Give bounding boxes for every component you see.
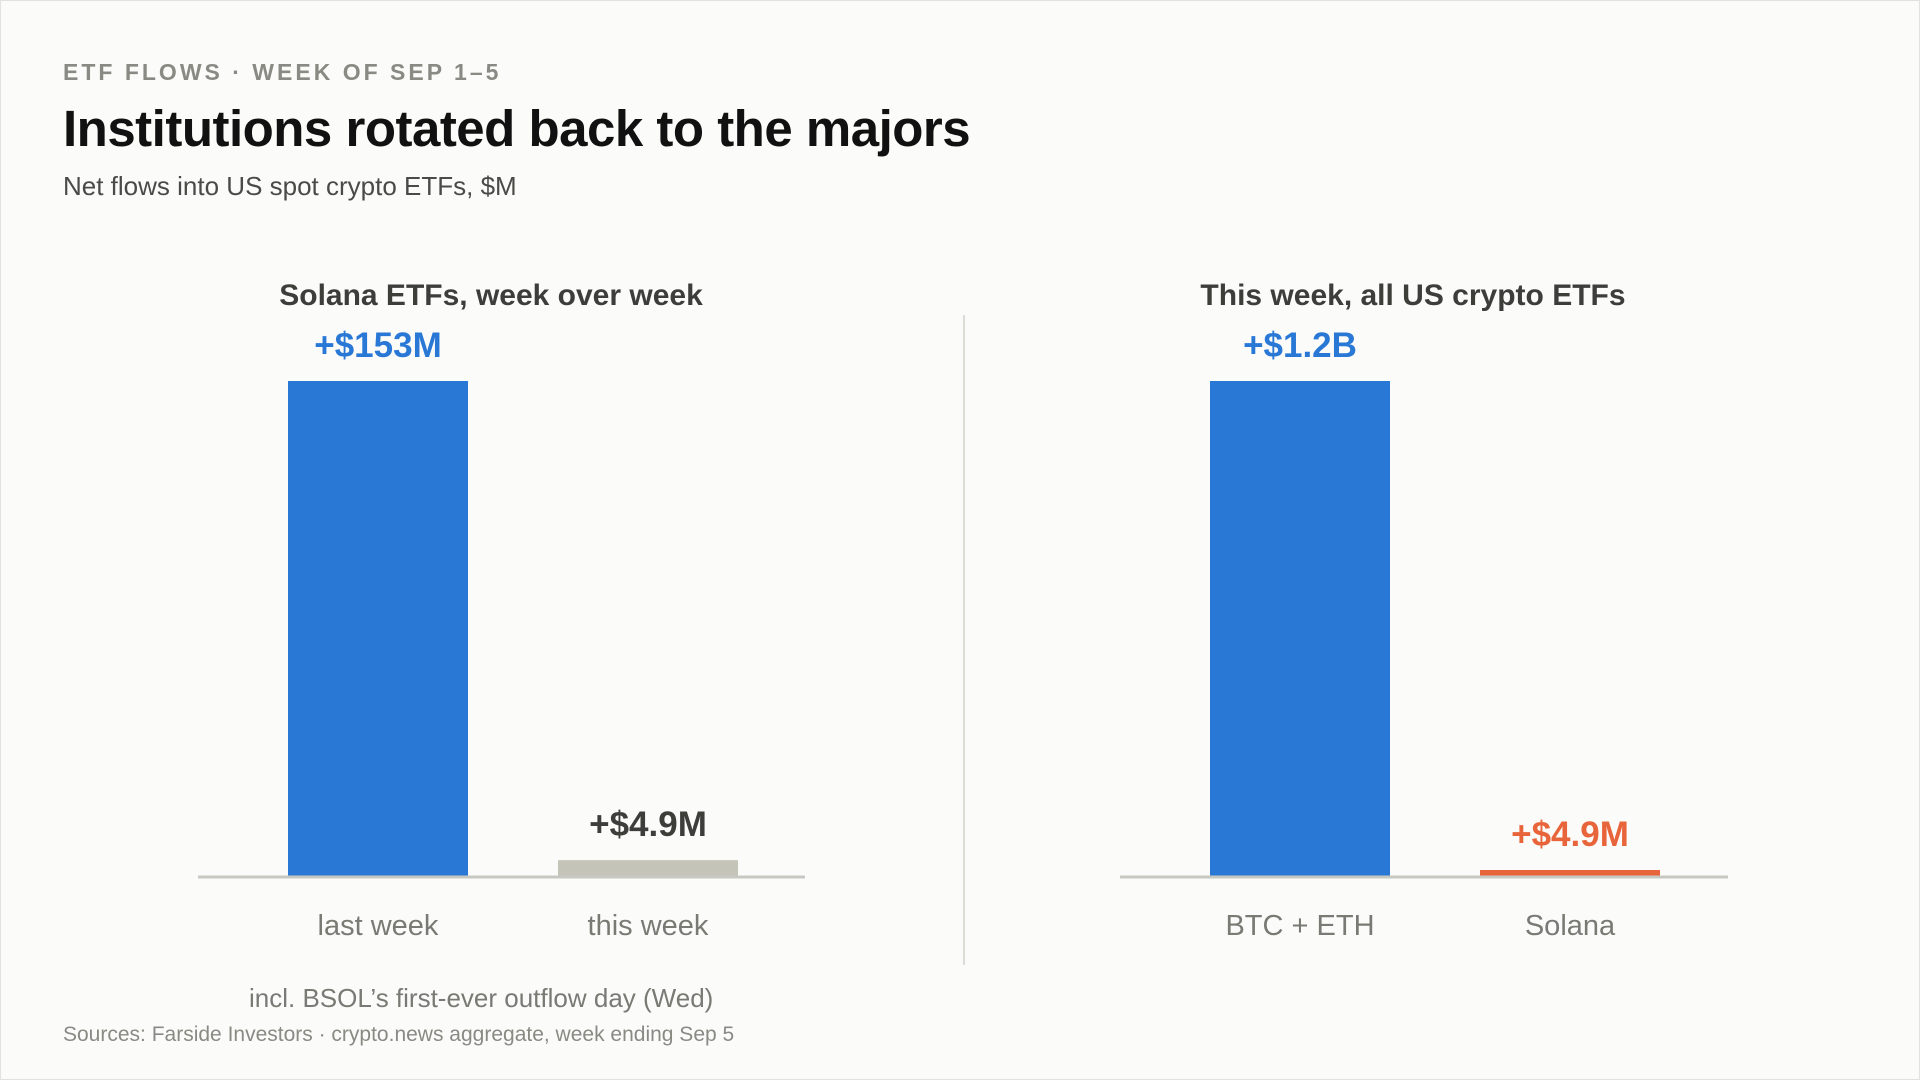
kicker: ETF FLOWS · WEEK OF SEP 1–5 (63, 59, 502, 85)
panel-divider (963, 315, 965, 965)
data-label-2-2: +$4.9M (1511, 815, 1629, 854)
data-label-1-2: +$4.9M (589, 805, 707, 844)
data-label-1-1: +$153M (314, 326, 441, 365)
data-label-2-1: +$1.2B (1243, 326, 1357, 365)
bar-1-1 (288, 381, 468, 876)
bar-2-2 (1480, 870, 1660, 876)
category-label-2-2: Solana (1525, 910, 1616, 942)
category-label-2-1: BTC + ETH (1225, 910, 1374, 942)
bar-2-1 (1210, 381, 1390, 876)
source-credit: Sources: Farside Investors · crypto.news… (63, 1023, 735, 1046)
bar-1-2 (558, 860, 738, 876)
page-title: Institutions rotated back to the majors (63, 100, 971, 157)
category-label-1-1: last week (318, 910, 439, 942)
page-subtitle: Net flows into US spot crypto ETFs, $M (63, 171, 517, 201)
category-label-1-2: this week (588, 910, 709, 942)
footnote: incl. BSOL’s first-ever outflow day (Wed… (249, 983, 714, 1013)
panel-title-1: Solana ETFs, week over week (279, 279, 703, 312)
panel-title-2: This week, all US crypto ETFs (1200, 279, 1625, 312)
